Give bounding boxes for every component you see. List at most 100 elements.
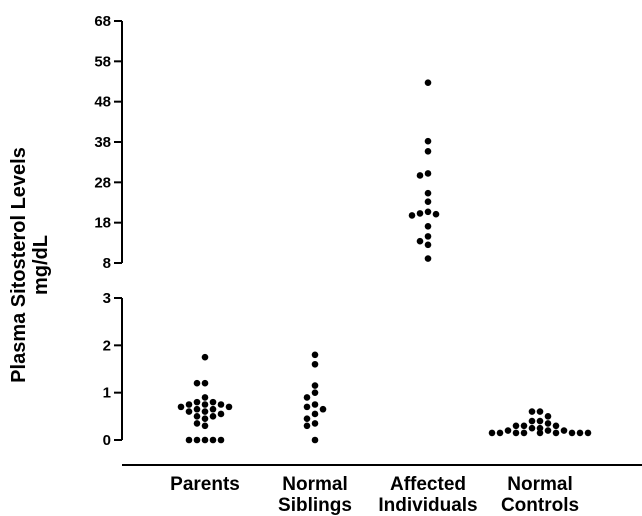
data-point: [209, 405, 217, 413]
data-point: [424, 198, 432, 205]
data-point: [217, 401, 225, 408]
data-point: [185, 436, 193, 444]
data-point: [311, 410, 319, 418]
data-point: [536, 417, 544, 425]
data-point: [512, 422, 520, 430]
data-point: [225, 403, 233, 411]
data-point: [193, 436, 201, 444]
y-axis-title: Plasma Sitosterol Levelsmg/dL: [8, 147, 52, 383]
category-label-line: Normal: [507, 474, 572, 495]
data-point: [201, 353, 209, 361]
data-point: [408, 212, 416, 219]
category-label-line: Affected: [390, 474, 466, 495]
data-point: [544, 413, 552, 420]
data-point: [424, 170, 432, 177]
category-label-line: Parents: [170, 474, 240, 495]
data-point: [536, 408, 544, 415]
data-point: [217, 436, 225, 444]
data-point: [424, 79, 432, 87]
data-point: [311, 389, 319, 396]
category-label-line: Controls: [501, 495, 579, 516]
data-point: [416, 172, 424, 179]
category-label: Normal Siblings: [278, 474, 352, 516]
data-point: [185, 401, 193, 408]
data-point: [584, 429, 592, 437]
data-point: [185, 408, 193, 415]
data-point: [544, 427, 552, 434]
data-point: [424, 189, 432, 197]
data-point: [303, 415, 311, 423]
data-point: [193, 420, 201, 427]
data-point: [504, 427, 512, 434]
y-tick-label: 0: [103, 432, 111, 449]
data-point: [568, 429, 576, 437]
data-point: [311, 436, 319, 444]
y-tick-label: 28: [94, 174, 111, 191]
data-point: [193, 413, 201, 420]
data-point: [311, 401, 319, 408]
data-point: [303, 394, 311, 401]
data-point: [552, 422, 560, 430]
category-label: Parents: [170, 474, 240, 495]
y-tick-label: 8: [103, 255, 111, 272]
y-axis-title-line: mg/dL: [30, 235, 52, 295]
data-point: [193, 398, 201, 406]
data-point: [209, 413, 217, 420]
data-point: [544, 420, 552, 427]
data-point: [424, 147, 432, 155]
category-label-line: Individuals: [378, 495, 477, 516]
data-point: [552, 429, 560, 437]
category-label: Affected Individuals: [378, 474, 477, 516]
data-point: [319, 405, 327, 413]
data-point: [193, 405, 201, 413]
data-point: [424, 241, 432, 249]
category-label-line: Normal: [282, 474, 347, 495]
y-tick-label: 68: [94, 13, 111, 30]
data-point: [311, 351, 319, 359]
y-tick-label: 3: [103, 290, 111, 307]
y-tick-label: 1: [103, 385, 111, 402]
data-point: [520, 422, 528, 430]
data-point: [432, 210, 440, 218]
y-axis-title-line: Plasma Sitosterol Levels: [8, 147, 30, 383]
category-label-line: Siblings: [278, 495, 352, 516]
data-point: [424, 208, 432, 216]
data-point: [416, 237, 424, 245]
data-point: [311, 382, 319, 389]
y-tick-label: 38: [94, 134, 111, 151]
data-point: [311, 420, 319, 427]
data-point: [424, 255, 432, 262]
data-point: [528, 408, 536, 415]
data-point: [201, 436, 209, 444]
y-tick-label: 48: [94, 94, 111, 111]
data-point: [424, 137, 432, 145]
data-point: [201, 401, 209, 408]
data-point: [560, 427, 568, 434]
data-point: [528, 424, 536, 432]
data-point: [209, 398, 217, 406]
data-point: [496, 429, 504, 437]
y-tick-label: 18: [94, 215, 111, 232]
data-point: [311, 360, 319, 368]
data-point: [512, 429, 520, 437]
data-point: [536, 424, 544, 432]
y-tick-label: 58: [94, 53, 111, 70]
data-point: [217, 410, 225, 418]
data-point: [416, 210, 424, 217]
data-point: [201, 415, 209, 423]
data-point: [303, 422, 311, 430]
data-point: [536, 429, 544, 437]
data-point: [201, 408, 209, 415]
data-point: [520, 429, 528, 437]
data-point: [488, 429, 496, 437]
data-point: [424, 222, 432, 230]
data-point: [528, 417, 536, 425]
data-point: [193, 379, 201, 387]
y-tick-label: 2: [103, 337, 111, 354]
data-point: [303, 403, 311, 411]
data-point: [424, 233, 432, 240]
data-point: [201, 394, 209, 401]
data-point: [201, 422, 209, 430]
data-point: [576, 429, 584, 437]
